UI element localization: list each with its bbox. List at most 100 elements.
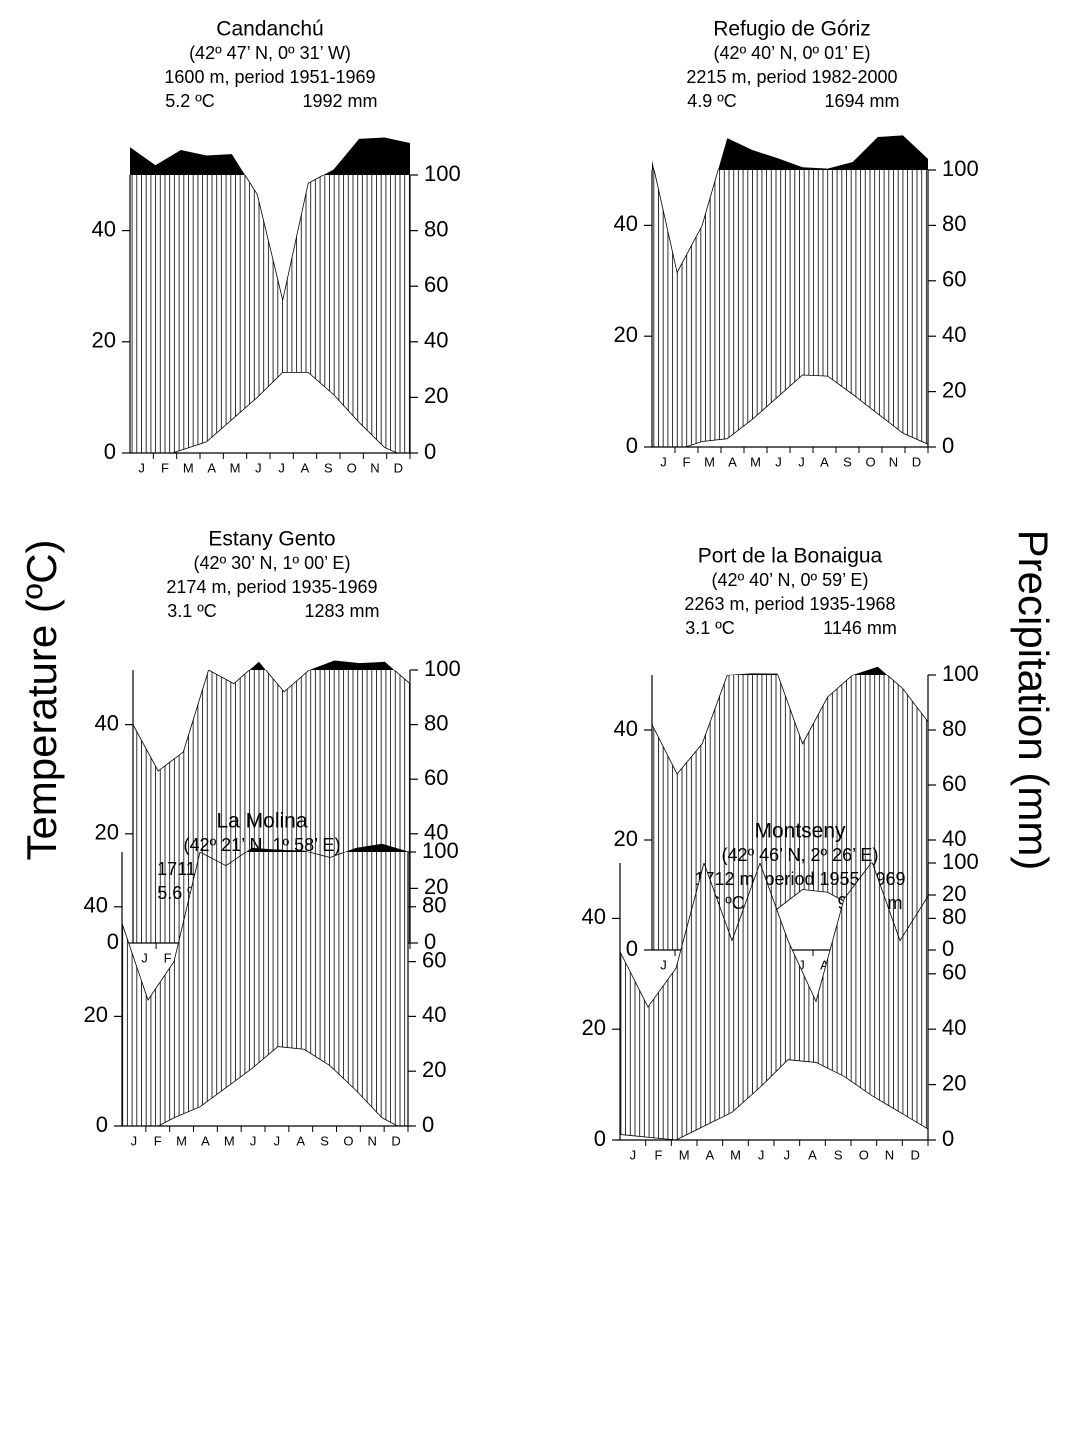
- month-label: J: [138, 460, 145, 475]
- coordinates: (42º 40’ N, 0º 59’ E): [712, 570, 869, 590]
- coordinates: (42º 40’ N, 0º 01’ E): [714, 43, 871, 63]
- y-tick-label: 0: [107, 929, 119, 954]
- humid-area: [130, 175, 410, 453]
- temperature-line: [684, 374, 928, 447]
- y-tick-label: 0: [96, 1112, 108, 1137]
- y-tick-label: 20: [84, 1002, 108, 1027]
- y2-tick-label: 20: [942, 1070, 966, 1095]
- month-label: F: [683, 454, 691, 469]
- month-label: J: [798, 957, 805, 972]
- y2-axis-label: Precipitation (mm): [1010, 530, 1057, 871]
- elevation-period: 1712 m, period 1955-1969: [694, 869, 905, 889]
- mean-temperature: 3.1 ºC: [685, 618, 735, 638]
- y2-tick-label: 100: [422, 838, 459, 863]
- month-label: M: [730, 1147, 741, 1162]
- y2-tick-label: 60: [942, 771, 966, 796]
- y2-tick-label: 20: [942, 881, 966, 906]
- temperature-line: [171, 371, 399, 453]
- annual-precipitation: 1283 mm: [304, 601, 379, 621]
- temperature-area: [620, 1059, 928, 1140]
- y-tick-label: 0: [626, 433, 638, 458]
- y2-tick-label: 100: [942, 849, 979, 874]
- excess-precipitation-area: [727, 666, 888, 675]
- y2-tick-label: 100: [942, 661, 979, 686]
- month-label: S: [320, 1133, 329, 1148]
- chart-title: Port de la Bonaigua: [698, 545, 883, 568]
- y2-tick-label: 20: [942, 377, 966, 402]
- month-label: J: [278, 460, 285, 475]
- y-tick-label: 20: [614, 826, 638, 851]
- y2-tick-label: 0: [942, 1126, 954, 1151]
- coordinates: (42º 47’ N, 0º 31’ W): [189, 43, 351, 63]
- chart-title: Candanchú: [216, 18, 323, 41]
- month-label: O: [347, 460, 357, 475]
- month-label: A: [301, 460, 310, 475]
- temperature-line: [157, 1046, 399, 1126]
- month-label: J: [775, 454, 782, 469]
- y2-tick-label: 40: [942, 322, 966, 347]
- month-label: F: [161, 460, 169, 475]
- humid-area: [620, 863, 928, 1140]
- y2-tick-label: 80: [424, 216, 448, 241]
- y-tick-label: 40: [582, 904, 606, 929]
- mean-temperature: 5.2 ºC: [165, 91, 215, 111]
- precipitation-line: [620, 863, 928, 1008]
- y2-tick-label: 80: [942, 211, 966, 236]
- chart-title: Montseny: [754, 820, 846, 843]
- y2-tick-label: 0: [942, 936, 954, 961]
- month-label: J: [660, 957, 667, 972]
- mean-temperature: 3.1 ºC: [167, 601, 217, 621]
- month-label: F: [154, 1133, 162, 1148]
- excess-precipitation-area: [208, 660, 395, 670]
- month-label: F: [655, 1147, 663, 1162]
- month-label: M: [183, 460, 194, 475]
- elevation-period: 2215 m, period 1982-2000: [686, 67, 897, 87]
- y-tick-label: 40: [95, 710, 119, 735]
- y-tick-label: 40: [92, 216, 116, 241]
- chart-title: Refugio de Góriz: [713, 18, 871, 41]
- temperature-area: [158, 1046, 398, 1126]
- y2-tick-label: 20: [424, 874, 448, 899]
- y2-tick-label: 60: [942, 960, 966, 985]
- y-tick-label: 40: [614, 211, 638, 236]
- y2-tick-label: 80: [422, 893, 446, 918]
- excess-precipitation-area: [200, 843, 408, 852]
- month-label: O: [859, 1147, 869, 1162]
- month-label: N: [889, 454, 898, 469]
- month-label: J: [141, 950, 148, 965]
- month-label: J: [630, 1147, 637, 1162]
- y2-tick-label: 80: [942, 716, 966, 741]
- y-tick-label: 40: [614, 716, 638, 741]
- month-label: J: [255, 460, 262, 475]
- y-tick-label: 20: [95, 820, 119, 845]
- y-tick-label: 40: [84, 893, 108, 918]
- month-label: S: [834, 1147, 843, 1162]
- mean-temperature: 4.9 ºC: [687, 91, 737, 111]
- y-tick-label: 0: [104, 439, 116, 464]
- y2-tick-label: 20: [424, 383, 448, 408]
- precipitation-line: [244, 175, 325, 301]
- y2-tick-label: 0: [942, 433, 954, 458]
- month-label: M: [704, 454, 715, 469]
- y2-tick-label: 0: [422, 1112, 434, 1137]
- month-label: N: [368, 1133, 377, 1148]
- month-label: A: [705, 1147, 714, 1162]
- month-label: A: [296, 1133, 305, 1148]
- month-label: D: [391, 1133, 400, 1148]
- month-label: M: [230, 460, 241, 475]
- humid-area: [122, 852, 408, 1126]
- annual-precipitation: 1146 mm: [823, 618, 897, 638]
- temperature-area: [172, 372, 398, 453]
- y2-tick-label: 60: [422, 947, 446, 972]
- elevation-period: 2174 m, period 1935-1969: [166, 577, 377, 597]
- y2-tick-label: 40: [942, 826, 966, 851]
- month-label: N: [370, 460, 379, 475]
- y-tick-label: 20: [614, 322, 638, 347]
- month-label: A: [808, 1147, 817, 1162]
- precipitation-line: [653, 170, 719, 274]
- precipitation-line: [133, 670, 410, 772]
- y-tick-label: 0: [626, 936, 638, 961]
- humid-area: [652, 170, 928, 447]
- y2-tick-label: 100: [942, 156, 979, 181]
